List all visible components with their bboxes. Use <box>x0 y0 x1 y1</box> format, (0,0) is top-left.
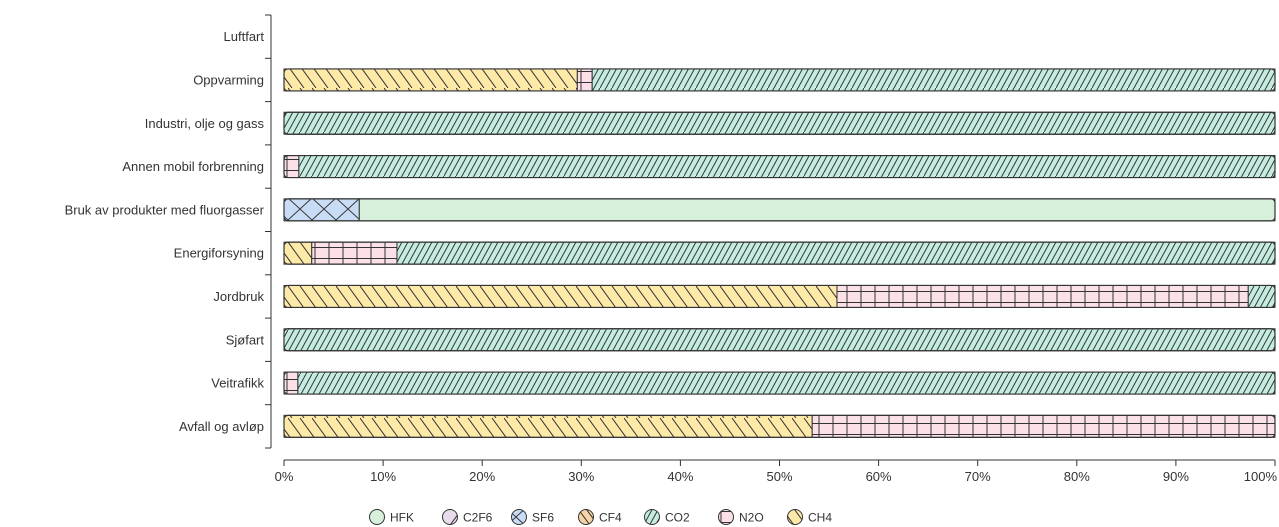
x-tick-label: 80% <box>1064 469 1090 484</box>
x-tick-label: 60% <box>866 469 892 484</box>
legend: HFK C2F6 SF6 CF4 CO2 N2O CH4 <box>369 509 833 525</box>
bar-bruk-av-produkter-med-fluorgasser-sf6[interactable] <box>283 198 360 222</box>
bars-layer <box>283 68 1276 438</box>
bar-outline-bruk-av-produkter-med-fluorgasser <box>283 198 1276 222</box>
bar-outline-veitrafikk <box>283 371 1276 395</box>
category-label-industri-olje-og-gass: Industri, olje og gass <box>145 116 265 131</box>
legend-swatch-c2f6 <box>442 509 458 525</box>
bar-outline-jordbruk <box>283 284 1276 309</box>
category-label-energiforsyning: Energiforsyning <box>174 246 264 261</box>
legend-item-co2[interactable]: CO2 <box>644 509 691 525</box>
x-tick-label: 50% <box>766 469 792 484</box>
bar-jordbruk-co2[interactable] <box>1247 284 1276 308</box>
y-axis: Luftfart Oppvarming Industri, olje og gass… <box>65 14 272 449</box>
category-label-oppvarming: Oppvarming <box>193 72 264 87</box>
legend-label-hfk: HFK <box>390 511 414 525</box>
legend-item-ch4[interactable]: CH4 <box>787 509 833 525</box>
bar-outline-energiforsyning <box>283 241 1276 265</box>
legend-swatch-hfk <box>369 509 385 525</box>
category-label-sjøfart: Sjøfart <box>226 332 265 347</box>
legend-label-n2o: N2O <box>739 511 764 525</box>
legend-label-ch4: CH4 <box>808 511 832 525</box>
bar-jordbruk-n2o[interactable] <box>836 284 1249 308</box>
legend-label-sf6: SF6 <box>532 511 554 525</box>
bar-annen-mobil-forbrenning-n2o[interactable] <box>283 155 300 179</box>
x-tick-label: 20% <box>469 469 495 484</box>
legend-swatch-ch4 <box>787 509 803 525</box>
legend-swatch-co2 <box>644 509 660 525</box>
bar-oppvarming-ch4[interactable] <box>283 68 578 92</box>
legend-label-co2: CO2 <box>665 511 690 525</box>
x-tick-label: 0% <box>275 469 294 484</box>
legend-swatch-sf6 <box>511 509 527 525</box>
legend-item-c2f6[interactable]: C2F6 <box>442 509 493 525</box>
bar-outline-sjøfart <box>283 328 1276 352</box>
bar-energiforsyning-n2o[interactable] <box>311 241 398 265</box>
category-label-bruk-av-produkter-med-fluorgasser: Bruk av produkter med fluorgasser <box>65 202 265 217</box>
bar-veitrafikk-co2[interactable] <box>297 371 1276 395</box>
bar-outline-industri-olje-og-gass <box>283 111 1276 135</box>
x-tick-label: 30% <box>568 469 594 484</box>
bar-oppvarming-co2[interactable] <box>591 68 1276 92</box>
legend-label-cf4: CF4 <box>599 511 622 525</box>
bar-outline-avfall-og-avløp <box>283 414 1276 438</box>
x-tick-label: 90% <box>1163 469 1189 484</box>
bar-bruk-av-produkter-med-fluorgasser-hfk[interactable] <box>358 198 1276 222</box>
x-tick-label: 70% <box>965 469 991 484</box>
legend-item-hfk[interactable]: HFK <box>369 509 415 525</box>
legend-item-n2o[interactable]: N2O <box>718 509 764 525</box>
bar-jordbruk-ch4[interactable] <box>283 284 838 308</box>
x-tick-label: 10% <box>370 469 396 484</box>
bar-oppvarming-n2o[interactable] <box>576 68 593 92</box>
x-tick-label: 100% <box>1244 469 1278 484</box>
bar-avfall-og-avløp-ch4[interactable] <box>283 414 813 438</box>
bar-energiforsyning-co2[interactable] <box>396 241 1276 265</box>
bar-outline-oppvarming <box>283 68 1276 92</box>
legend-label-c2f6: C2F6 <box>463 511 493 525</box>
bar-industri-olje-og-gass-co2[interactable] <box>283 111 1276 135</box>
x-tick-label: 40% <box>667 469 693 484</box>
bar-sjøfart-co2[interactable] <box>283 328 1276 352</box>
category-label-annen-mobil-forbrenning: Annen mobil forbrenning <box>122 159 264 174</box>
bar-avfall-og-avløp-n2o[interactable] <box>811 414 1276 438</box>
category-label-avfall-og-avløp: Avfall og avløp <box>179 419 264 434</box>
bar-annen-mobil-forbrenning-co2[interactable] <box>298 155 1276 179</box>
bar-energiforsyning-ch4[interactable] <box>283 241 313 265</box>
bar-veitrafikk-n2o[interactable] <box>283 371 299 395</box>
bar-outline-annen-mobil-forbrenning <box>283 154 1276 179</box>
category-label-veitrafikk: Veitrafikk <box>211 376 264 391</box>
x-axis: 0% 10% 20% 30% 40% 50% 60% 70% 80% 90% 100% <box>275 459 1278 484</box>
legend-item-cf4[interactable]: CF4 <box>578 509 622 525</box>
category-label-luftfart: Luftfart <box>224 29 265 44</box>
legend-swatch-n2o <box>718 509 734 525</box>
category-label-jordbruk: Jordbruk <box>213 289 264 304</box>
legend-item-sf6[interactable]: SF6 <box>511 509 555 525</box>
legend-swatch-cf4 <box>578 509 594 525</box>
